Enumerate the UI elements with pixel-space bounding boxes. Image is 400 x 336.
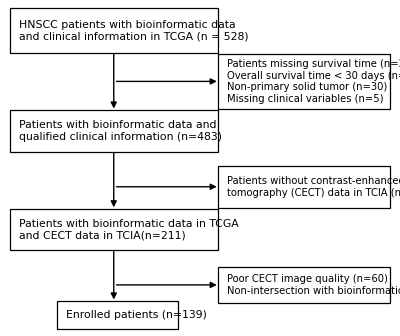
Text: Poor CECT image quality (n=60)
Non-intersection with bioinformatic data (n=12): Poor CECT image quality (n=60) Non-inter… <box>227 274 400 296</box>
FancyBboxPatch shape <box>10 8 218 53</box>
FancyBboxPatch shape <box>218 166 390 208</box>
FancyBboxPatch shape <box>218 54 390 109</box>
FancyBboxPatch shape <box>57 301 178 329</box>
Text: Patients with bioinformatic data and
qualified clinical information (n=483): Patients with bioinformatic data and qua… <box>19 120 222 142</box>
FancyBboxPatch shape <box>218 267 390 303</box>
Text: Patients missing survival time (n=2)
Overall survival time < 30 days (n=8)
Non-p: Patients missing survival time (n=2) Ove… <box>227 59 400 104</box>
FancyBboxPatch shape <box>10 209 218 250</box>
Text: Enrolled patients (n=139): Enrolled patients (n=139) <box>66 310 207 320</box>
FancyBboxPatch shape <box>10 110 218 152</box>
Text: HNSCC patients with bioinformatic data
and clinical information in TCGA (n = 528: HNSCC patients with bioinformatic data a… <box>19 20 248 41</box>
Text: Patients without contrast-enhanced computed
tomography (CECT) data in TCIA (n=27: Patients without contrast-enhanced compu… <box>227 176 400 198</box>
Text: Patients with bioinformatic data in TCGA
and CECT data in TCIA(n=211): Patients with bioinformatic data in TCGA… <box>19 219 239 241</box>
